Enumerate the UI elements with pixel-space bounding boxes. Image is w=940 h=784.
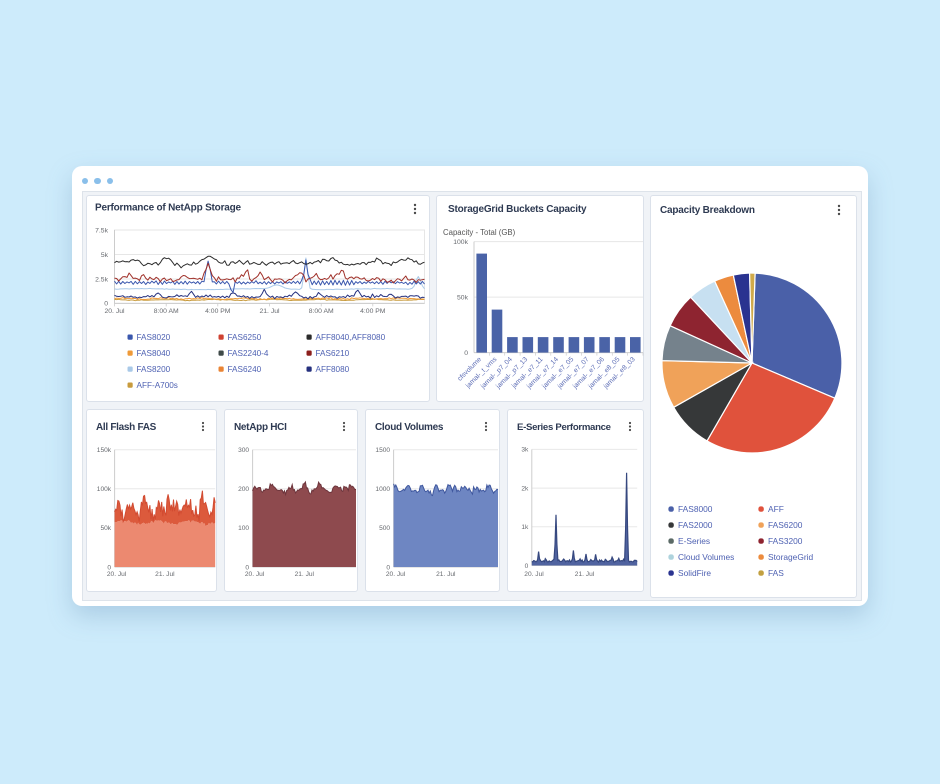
svg-text:200: 200 (238, 486, 249, 493)
svg-text:E-Series: E-Series (678, 536, 710, 546)
svg-text:20. Jul: 20. Jul (245, 571, 265, 578)
svg-text:0: 0 (104, 301, 108, 308)
svg-text:5k: 5k (101, 252, 109, 259)
svg-text:0: 0 (245, 564, 249, 571)
svg-text:2.5k: 2.5k (95, 276, 108, 283)
svg-text:20. Jul: 20. Jul (386, 571, 406, 578)
svg-text:50k: 50k (457, 294, 469, 301)
svg-text:FAS6250: FAS6250 (228, 333, 262, 342)
svg-text:Capacity Breakdown: Capacity Breakdown (660, 205, 755, 216)
svg-text:4:00 PM: 4:00 PM (360, 308, 386, 315)
svg-text:Cloud Volumes: Cloud Volumes (678, 552, 734, 562)
svg-text:300: 300 (238, 447, 249, 454)
svg-text:20. Jul: 20. Jul (107, 571, 127, 578)
svg-text:21. Jul: 21. Jul (295, 571, 315, 578)
svg-text:FAS6210: FAS6210 (316, 349, 350, 358)
svg-text:AFF: AFF (768, 504, 784, 514)
svg-text:1500: 1500 (375, 447, 390, 454)
svg-text:2k: 2k (521, 485, 529, 492)
svg-text:3k: 3k (521, 447, 529, 454)
svg-text:FAS8200: FAS8200 (137, 365, 171, 374)
svg-text:0: 0 (464, 350, 468, 357)
svg-text:FAS6200: FAS6200 (768, 520, 803, 530)
svg-text:FAS6240: FAS6240 (228, 365, 262, 374)
svg-text:150k: 150k (97, 447, 112, 454)
svg-text:100: 100 (238, 525, 249, 532)
svg-text:FAS3200: FAS3200 (768, 536, 803, 546)
svg-text:100k: 100k (97, 486, 112, 493)
svg-text:All Flash FAS: All Flash FAS (96, 422, 157, 433)
svg-text:4:00 PM: 4:00 PM (205, 308, 231, 315)
svg-text:FAS8000: FAS8000 (678, 504, 713, 514)
svg-text:FAS8020: FAS8020 (137, 333, 171, 342)
svg-text:21. Jul: 21. Jul (575, 571, 595, 578)
svg-text:NetApp HCI: NetApp HCI (234, 422, 287, 433)
svg-text:8:00 AM: 8:00 AM (154, 308, 179, 315)
svg-text:7.5k: 7.5k (95, 227, 108, 234)
svg-text:StorageGrid Buckets Capacity: StorageGrid Buckets Capacity (448, 204, 587, 215)
svg-text:FAS8040: FAS8040 (137, 349, 171, 358)
svg-text:0: 0 (107, 564, 111, 571)
svg-text:StorageGrid: StorageGrid (768, 552, 813, 562)
svg-text:0: 0 (386, 564, 390, 571)
svg-text:21. Jul: 21. Jul (155, 571, 175, 578)
svg-text:Capacity - Total (GB): Capacity - Total (GB) (443, 228, 516, 237)
svg-text:20. Jul: 20. Jul (524, 571, 544, 578)
svg-text:1000: 1000 (375, 486, 390, 493)
svg-text:Performance of NetApp Storage: Performance of NetApp Storage (95, 203, 242, 214)
svg-text:SolidFire: SolidFire (678, 568, 711, 578)
svg-text:E-Series Performance: E-Series Performance (517, 422, 611, 433)
svg-text:Cloud Volumes: Cloud Volumes (375, 422, 444, 433)
svg-text:20. Jul: 20. Jul (104, 308, 125, 315)
svg-text:FAS2240-4: FAS2240-4 (228, 349, 269, 358)
svg-text:50k: 50k (100, 525, 111, 532)
svg-text:FAS: FAS (768, 568, 784, 578)
svg-text:0: 0 (525, 563, 529, 570)
svg-text:500: 500 (379, 525, 390, 532)
svg-text:1k: 1k (521, 524, 529, 531)
svg-text:FAS2000: FAS2000 (678, 520, 713, 530)
svg-text:AFF8040,AFF8080: AFF8040,AFF8080 (316, 333, 386, 342)
svg-text:100k: 100k (453, 239, 468, 246)
svg-text:AFF8080: AFF8080 (316, 365, 350, 374)
svg-text:AFF-A700s: AFF-A700s (137, 381, 178, 390)
svg-text:8:00 AM: 8:00 AM (309, 308, 334, 315)
svg-text:21. Jul: 21. Jul (259, 308, 280, 315)
svg-text:21. Jul: 21. Jul (436, 571, 456, 578)
